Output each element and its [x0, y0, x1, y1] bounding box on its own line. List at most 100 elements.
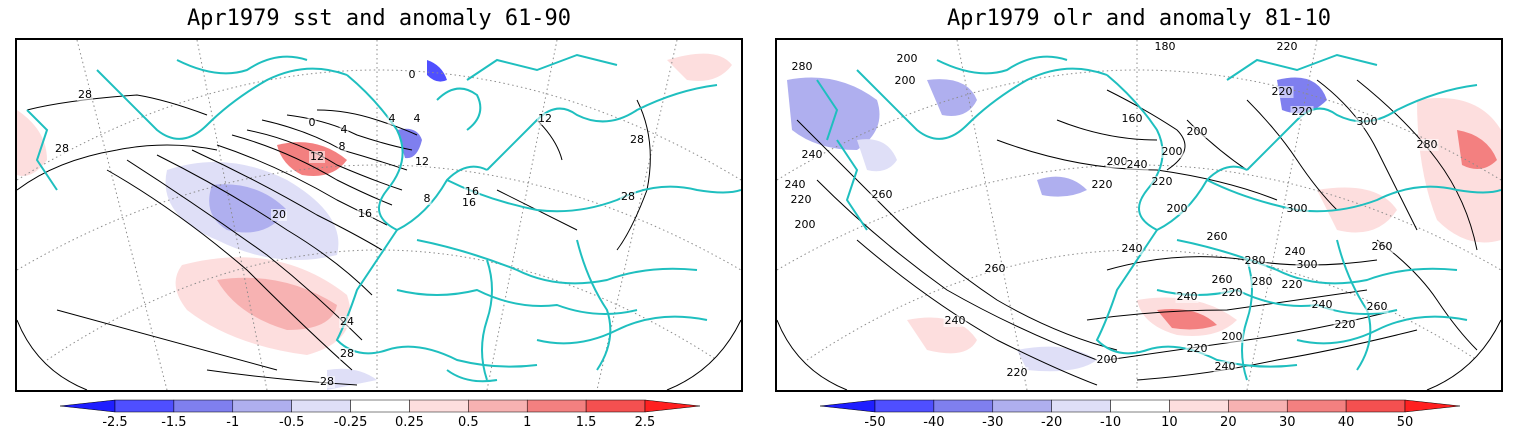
olr-label-bg	[1205, 231, 1229, 243]
olr-contour-label: 240	[802, 148, 823, 161]
olr-label-bg	[1285, 203, 1309, 215]
sst-colorbar-tick-label: -0.25	[334, 415, 368, 428]
olr-label-bg	[790, 61, 814, 73]
olr-contour-label: 220	[1277, 40, 1298, 53]
olr-colorbar-swatch	[874, 399, 935, 413]
anomaly-pos-west-edge	[17, 110, 47, 176]
sst-colorbar-swatch	[232, 399, 292, 413]
anomaly-neg-mid-atlantic-core	[209, 184, 287, 233]
olr-contour-label: 240	[1312, 298, 1333, 311]
olr-label-bg	[1005, 367, 1029, 379]
olr-contour-label: 200	[1167, 202, 1188, 215]
olr-colorbar-tick-label: 10	[1161, 415, 1178, 428]
olr-colorbar-tick-label: 40	[1338, 415, 1355, 428]
olr-contour-label: 260	[1207, 230, 1228, 243]
olr-contour-label: 200	[897, 52, 918, 65]
sst-label-bg	[620, 191, 636, 203]
olr-label-bg	[1280, 279, 1304, 291]
sst-colorbar: -2.5 -1.5 -1 -0.5 -0.25 0.25 0.5 1 1.5 2.5	[59, 398, 701, 430]
sst-label-bg	[387, 113, 397, 125]
olr-hemisphere-edge	[777, 319, 1501, 390]
olr-colorbar-tick-label: -30	[982, 415, 1003, 428]
olr-contour-label: 220	[1282, 278, 1303, 291]
sst-label-bg	[339, 124, 349, 136]
olr-neg-west	[787, 77, 880, 150]
sst-colorbar-tick-label: 0.5	[458, 415, 479, 428]
olr-contour-label: 260	[872, 188, 893, 201]
olr-colorbar: -50 -40 -30 -20 -10 10 20 30 40 50	[819, 398, 1461, 430]
sst-contour-label: 16	[358, 207, 372, 220]
sst-colorbar-tick-label: 2.5	[635, 415, 656, 428]
olr-label-bg	[1120, 243, 1144, 255]
olr-contour-label: 220	[1272, 85, 1293, 98]
olr-colorbar-swatch	[1169, 399, 1229, 413]
olr-contour-label: 240	[1122, 242, 1143, 255]
olr-colorbar-swatch	[1286, 399, 1347, 413]
sst-contour-label: 4	[341, 123, 348, 136]
olr-contour-label: 280	[1245, 254, 1266, 267]
olr-colorbar-swatch	[992, 399, 1052, 413]
olr-label-bg	[1090, 179, 1114, 191]
olr-label-bg	[1333, 319, 1357, 331]
olr-label-bg	[1165, 203, 1189, 215]
olr-contour-label: 200	[1222, 330, 1243, 343]
sst-contour-label: 20	[272, 208, 286, 221]
sst-label-bg	[414, 156, 430, 168]
sst-contour-label: 28	[630, 133, 644, 146]
olr-colorbar-tick-label: 30	[1279, 415, 1296, 428]
sst-contour-label: 12	[310, 150, 324, 163]
olr-contour-label: 300	[1297, 258, 1318, 271]
olr-label-bg	[789, 194, 813, 206]
olr-colorbar-tick-label: -10	[1100, 415, 1121, 428]
olr-contour-label: 160	[1122, 112, 1143, 125]
olr-contour-label: 220	[791, 193, 812, 206]
olr-contour-label: 200	[1162, 145, 1183, 158]
sst-label-bg	[629, 134, 645, 146]
olr-contour-label: 200	[795, 218, 816, 231]
olr-contour-label: 280	[1417, 138, 1438, 151]
olr-map-title: Apr1979 olr and anomaly 81-10	[946, 6, 1332, 31]
olr-contour-label: 240	[785, 178, 806, 191]
sst-contour-label: 4	[414, 112, 421, 125]
sst-label-bg	[461, 197, 477, 209]
olr-label-bg	[1243, 255, 1267, 267]
olr-colorbar-tick-label: 20	[1220, 415, 1237, 428]
coastlines	[26, 53, 741, 383]
olr-contour-label: 240	[945, 314, 966, 327]
sst-label-bg	[422, 193, 432, 205]
olr-label-bg	[1220, 287, 1244, 299]
olr-coastlines	[816, 53, 1501, 381]
olr-label-bg	[1213, 361, 1237, 373]
sst-contour-label: 12	[538, 112, 552, 125]
sst-colorbar-tick-label: 1.5	[576, 415, 597, 428]
olr-contour-label: 240	[1127, 158, 1148, 171]
sst-label-bg	[309, 151, 325, 163]
sst-contour-label: 0	[409, 68, 416, 81]
olr-label-bg	[1095, 354, 1119, 366]
olr-contour-label: 220	[1335, 318, 1356, 331]
olr-contour-label: 260	[985, 262, 1006, 275]
olr-label-bg	[1295, 259, 1319, 271]
olr-contour-label: 300	[1357, 115, 1378, 128]
sst-colorbar-tick-label: 1	[523, 415, 531, 428]
sst-colorbar-swatch	[585, 399, 646, 413]
olr-label-bg	[1153, 41, 1177, 53]
sst-colorbar-arrow-low	[59, 399, 116, 413]
olr-contour-label: 200	[1107, 155, 1128, 168]
sst-colorbar-swatch	[173, 399, 234, 413]
olr-contour-label: 220	[1222, 286, 1243, 299]
sst-colorbar-swatch	[291, 399, 351, 413]
olr-label-bg	[1175, 291, 1199, 303]
sst-contour-label: 12	[415, 155, 429, 168]
sst-contour-label: 28	[78, 88, 92, 101]
graticule	[17, 40, 741, 390]
olr-colorbar-tick-label: -20	[1041, 415, 1062, 428]
sst-label-bg	[271, 209, 287, 221]
sst-colorbar-tick-label: -1	[226, 415, 239, 428]
olr-label-bg	[1185, 343, 1209, 355]
olr-contours	[796, 79, 1478, 386]
olr-contour-label: 200	[1187, 125, 1208, 138]
sst-colorbar-tick-label: -0.5	[279, 415, 304, 428]
